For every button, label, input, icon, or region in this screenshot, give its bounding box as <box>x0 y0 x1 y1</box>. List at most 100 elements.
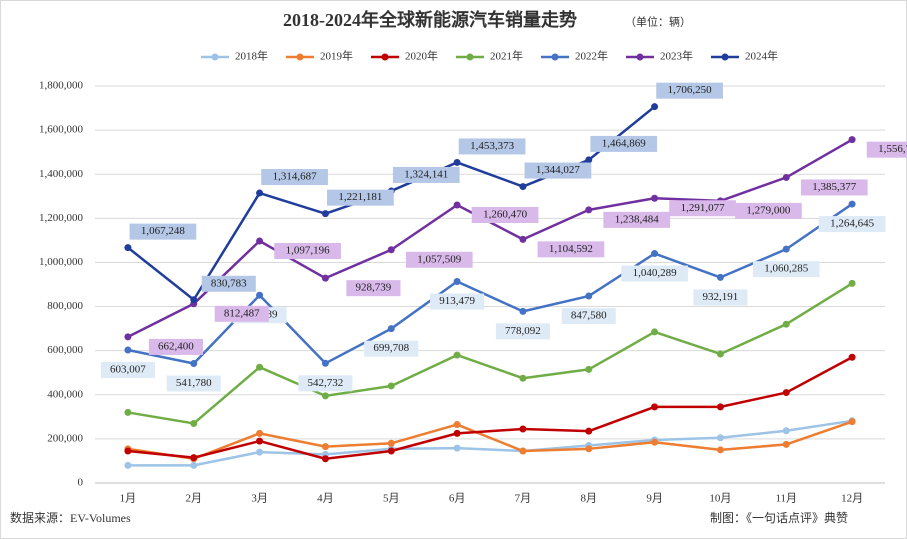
series-line <box>127 420 853 460</box>
label-box <box>590 135 658 152</box>
legend-marker <box>466 53 474 61</box>
label-box <box>364 340 419 357</box>
label-box <box>166 375 221 392</box>
y-tick-label: 1,400,000 <box>39 168 84 180</box>
data-label: 1,221,181 <box>338 191 382 203</box>
point <box>453 201 461 209</box>
data-label: 1,057,509 <box>417 253 462 265</box>
data-label: 847,580 <box>571 310 607 322</box>
point <box>782 320 790 328</box>
legend-label: 2022年 <box>575 49 608 63</box>
point <box>321 443 329 451</box>
point <box>585 365 593 373</box>
data-label: 928,739 <box>356 282 392 294</box>
point <box>782 389 790 397</box>
point <box>453 421 461 429</box>
y-tick-label: 1,000,000 <box>39 256 84 268</box>
data-label: 603,007 <box>110 364 146 376</box>
point <box>256 429 264 437</box>
legend-label: 2023年 <box>660 49 693 63</box>
label-box <box>471 206 539 223</box>
chart-subtitle: （单位：辆） <box>625 15 691 29</box>
data-label: 913,479 <box>439 295 475 307</box>
point <box>585 292 593 300</box>
point <box>387 246 395 254</box>
data-label: 1,453,373 <box>470 140 515 152</box>
point <box>585 156 593 164</box>
chart-title: 2018-2024年全球新能源汽车销量走势 <box>283 9 577 30</box>
point <box>848 200 856 208</box>
legend-label: 2018年 <box>235 49 268 63</box>
y-tick-label: 1,600,000 <box>39 124 84 136</box>
x-tick-label: 4月 <box>317 493 334 505</box>
point <box>387 439 395 447</box>
point <box>387 447 395 455</box>
legend-marker <box>721 53 729 61</box>
point <box>585 206 593 214</box>
y-tick-label: 600,000 <box>47 344 83 356</box>
point <box>651 403 659 411</box>
point <box>782 440 790 448</box>
data-label: 1,344,027 <box>536 164 581 176</box>
point <box>651 328 659 336</box>
label-box <box>656 82 723 99</box>
y-tick-label: 1,800,000 <box>39 80 84 92</box>
point <box>124 346 132 354</box>
x-tick-label: 5月 <box>383 493 400 505</box>
label-box <box>327 189 394 206</box>
data-label: 1,060,285 <box>764 263 809 275</box>
point <box>848 279 856 287</box>
label-box <box>201 275 256 292</box>
point <box>190 360 198 368</box>
legend-marker <box>211 53 219 61</box>
legend-marker <box>381 53 389 61</box>
legend-label: 2019年 <box>320 49 353 63</box>
point <box>387 325 395 333</box>
point <box>256 291 264 299</box>
y-tick-label: 200,000 <box>47 432 83 444</box>
x-tick-label: 12月 <box>841 493 863 505</box>
point <box>124 244 132 252</box>
point <box>256 237 264 245</box>
point <box>321 455 329 463</box>
point <box>256 448 264 456</box>
data-label: 699,708 <box>373 342 409 354</box>
point <box>848 136 856 144</box>
label-box <box>537 241 605 258</box>
point <box>519 425 527 433</box>
legend-label: 2020年 <box>405 49 438 63</box>
point <box>519 447 527 455</box>
label-box <box>800 179 868 196</box>
label-box <box>735 202 802 219</box>
x-tick-label: 1月 <box>120 493 137 505</box>
label-box <box>752 261 820 278</box>
legend-label: 2021年 <box>490 49 523 63</box>
label-box <box>392 166 460 183</box>
data-label: 1,291,077 <box>681 202 726 214</box>
label-box <box>669 200 736 217</box>
point <box>256 437 264 445</box>
data-label: 1,260,470 <box>483 209 528 221</box>
x-tick-label: 2月 <box>186 493 203 505</box>
point <box>519 183 527 191</box>
label-box <box>524 162 592 179</box>
point <box>782 427 790 435</box>
label-box <box>866 141 907 158</box>
label-box <box>298 375 353 392</box>
point <box>519 235 527 243</box>
label-box <box>693 289 748 306</box>
point <box>782 245 790 253</box>
y-tick-label: 1,200,000 <box>39 212 84 224</box>
point <box>716 403 724 411</box>
point <box>585 445 593 453</box>
x-tick-label: 8月 <box>581 493 598 505</box>
point <box>716 273 724 281</box>
label-box <box>818 216 886 233</box>
point <box>651 250 659 258</box>
x-tick-label: 9月 <box>646 493 663 505</box>
data-label: 1,097,196 <box>286 245 331 257</box>
data-label: 1,104,592 <box>549 243 593 255</box>
point <box>453 158 461 166</box>
x-tick-label: 11月 <box>775 493 797 505</box>
y-tick-label: 400,000 <box>47 388 83 400</box>
